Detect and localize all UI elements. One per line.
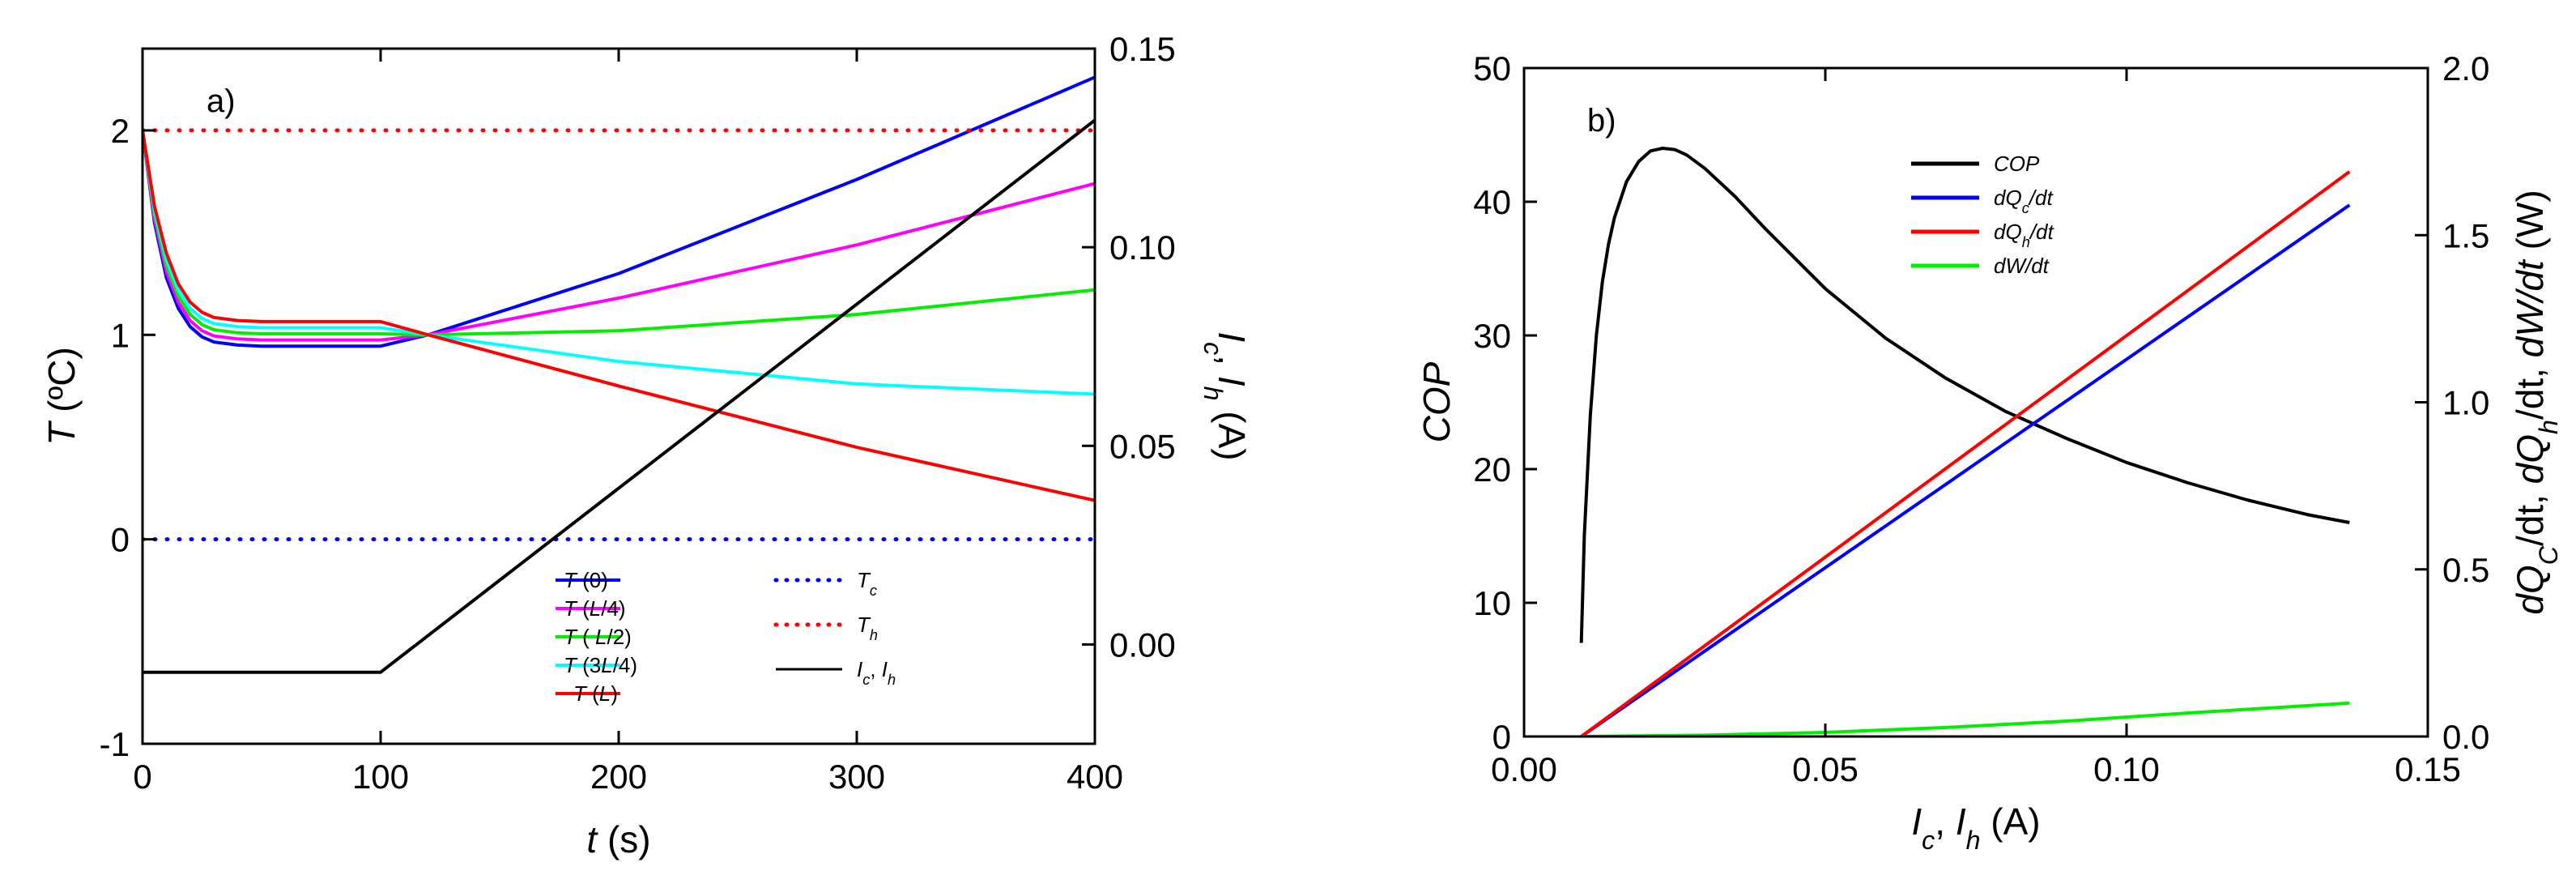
legend-label: dQc/dt bbox=[1994, 186, 2054, 216]
legend-label: Th bbox=[857, 613, 878, 643]
y-tick-label: 50 bbox=[1473, 49, 1511, 88]
series-t-3l-4- bbox=[143, 130, 1095, 396]
legend-label: COP bbox=[1994, 152, 2040, 176]
panel-label: b) bbox=[1587, 103, 1616, 139]
series-t-l-2- bbox=[143, 130, 1095, 337]
y2-tick-label: 0.05 bbox=[1109, 427, 1176, 465]
series-t-0- bbox=[143, 75, 1095, 348]
x-tick-label: 100 bbox=[352, 758, 409, 796]
y2-tick-label: 0.5 bbox=[2442, 551, 2489, 589]
panel-b: 0.00 0.05 0.10 0.15 0 10 20 30 40 50 0.0 0.5 1.0 1.5 2… bbox=[1416, 49, 2563, 855]
x-tick-label: 300 bbox=[828, 758, 885, 796]
y-tick-label: 2 bbox=[111, 112, 130, 150]
series-group bbox=[1579, 147, 2351, 736]
legend-label: T ( L/2) bbox=[564, 625, 632, 649]
series-ic-ih bbox=[143, 118, 1095, 674]
x-tick-label: 0.05 bbox=[1792, 750, 1859, 788]
x-tick-label: 0 bbox=[133, 758, 151, 796]
legend-label: dQh/dt bbox=[1994, 220, 2054, 250]
plot-frame bbox=[1522, 66, 2429, 738]
y-tick-label: 1 bbox=[111, 316, 130, 354]
x-axis-label: t (s) bbox=[586, 818, 650, 860]
panel-label: a) bbox=[207, 83, 236, 119]
y2-tick-label: 0.00 bbox=[1109, 625, 1176, 664]
series-t-l- bbox=[143, 130, 1095, 502]
x-tick-label: 200 bbox=[590, 758, 647, 796]
y-axis-label: COP bbox=[1416, 361, 1458, 442]
legend-label: Tc bbox=[857, 568, 877, 599]
x-tick-label: 0.10 bbox=[2093, 750, 2160, 788]
y-axis-label: T (ºC) bbox=[40, 347, 83, 446]
series-t-l-4- bbox=[143, 130, 1095, 342]
y-tick-label: 40 bbox=[1473, 183, 1511, 221]
legend-label: T (0) bbox=[564, 568, 608, 592]
y-tick-label: 0 bbox=[1492, 718, 1511, 756]
series-dw-dt bbox=[1581, 701, 2350, 736]
x-tick-label: 0.00 bbox=[1491, 750, 1557, 788]
y2-tick-label: 1.5 bbox=[2442, 216, 2489, 254]
y-tick-label: -1 bbox=[100, 725, 130, 763]
x-axis-label: Ic, Ih (A) bbox=[1911, 800, 2040, 855]
legend-label: Ic, Ih bbox=[857, 657, 896, 688]
legend-label: T (L/4) bbox=[564, 596, 626, 621]
legend-label: T (L) bbox=[573, 681, 618, 706]
legend: T (0) T (L/4) T ( L/2) T (3L/4) T (L) Tc Th Ic,… bbox=[556, 568, 896, 706]
series-group bbox=[143, 75, 1095, 674]
legend-label: T (3L/4) bbox=[564, 653, 637, 677]
series-cop bbox=[1579, 147, 2350, 643]
y2-tick-label: 0.10 bbox=[1109, 228, 1176, 267]
y2-axis-label: Ic, Ih (A) bbox=[1199, 331, 1253, 460]
y2-tick-label: 0.0 bbox=[2442, 718, 2489, 756]
y-tick-label: 0 bbox=[111, 521, 130, 559]
series-dqh-dt bbox=[1580, 170, 2351, 736]
y-tick-label: 20 bbox=[1473, 450, 1511, 489]
x-tick-label: 400 bbox=[1067, 758, 1123, 796]
y2-tick-label: 2.0 bbox=[2442, 49, 2489, 88]
y-tick-label: 30 bbox=[1473, 317, 1511, 355]
legend: COP dQc/dt dQh/dt dW/dt bbox=[1911, 152, 2054, 278]
series-dqc-dt bbox=[1580, 203, 2351, 736]
legend-label: dW/dt bbox=[1994, 254, 2050, 278]
y2-tick-label: 0.15 bbox=[1109, 30, 1176, 68]
y2-axis-label: dQC/dt, dQh/dt, dW/dt (W) bbox=[2509, 190, 2563, 614]
y2-tick-label: 1.0 bbox=[2442, 384, 2489, 422]
y-tick-label: 10 bbox=[1473, 584, 1511, 622]
x-tick-label: 0.15 bbox=[2395, 750, 2461, 788]
